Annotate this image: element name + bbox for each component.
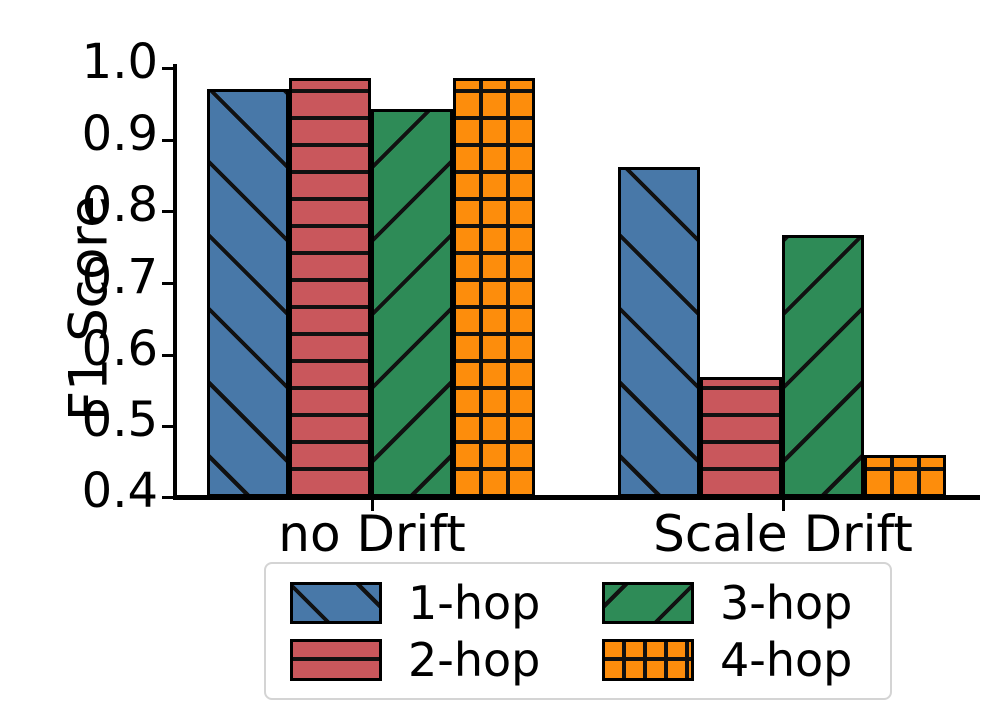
- bar-no-drift-4hop[interactable]: [453, 77, 535, 497]
- y-tick-label-0-5: 0.5: [81, 392, 158, 448]
- y-tick-label-1-0: 1.0: [81, 34, 158, 90]
- bar-scale-drift-1hop[interactable]: [618, 167, 700, 497]
- legend-swatch-3hop-icon: [602, 581, 694, 624]
- x-tick-label-no-drift: no Drift: [278, 505, 466, 563]
- bar-scale-drift-3hop[interactable]: [782, 234, 864, 497]
- bar-scale-drift-2hop[interactable]: [700, 377, 782, 497]
- legend-swatch-4hop-icon: [602, 638, 694, 681]
- legend-label-2hop: 2-hop: [408, 632, 541, 687]
- legend-item-3hop[interactable]: 3-hop: [578, 576, 890, 630]
- x-tick-no-drift: [371, 500, 374, 511]
- y-tick-label-0-8: 0.8: [81, 177, 158, 233]
- legend-item-2hop[interactable]: 2-hop: [266, 633, 578, 687]
- x-tick-label-scale-drift: Scale Drift: [653, 505, 913, 563]
- y-axis-spine: [173, 64, 177, 500]
- legend-swatch-2hop-icon: [290, 638, 382, 681]
- bar-no-drift-3hop[interactable]: [371, 109, 453, 497]
- legend-item-4hop[interactable]: 4-hop: [578, 633, 890, 687]
- legend-label-4hop: 4-hop: [720, 632, 853, 687]
- y-tick-0-6: [162, 354, 174, 357]
- legend: 1-hop 3-hop 2-hop 4-hop: [264, 562, 892, 700]
- bar-scale-drift-4hop[interactable]: [864, 454, 946, 497]
- bar-no-drift-1hop[interactable]: [207, 88, 289, 497]
- legend-label-1hop: 1-hop: [408, 575, 541, 630]
- plot-area: [175, 67, 980, 497]
- y-tick-1-0: [162, 67, 174, 70]
- y-tick-0-8: [162, 210, 174, 213]
- x-axis-spine: [173, 495, 980, 500]
- y-tick-0-5: [162, 425, 174, 428]
- y-tick-0-4: [162, 496, 174, 499]
- y-tick-label-0-6: 0.6: [81, 321, 158, 377]
- y-tick-0-9: [162, 139, 174, 142]
- y-tick-label-0-9: 0.9: [81, 106, 158, 162]
- y-tick-0-7: [162, 282, 174, 285]
- legend-label-3hop: 3-hop: [720, 575, 853, 630]
- legend-item-1hop[interactable]: 1-hop: [266, 576, 578, 630]
- bar-no-drift-2hop[interactable]: [289, 77, 371, 497]
- legend-swatch-1hop-icon: [290, 581, 382, 624]
- y-tick-label-0-7: 0.7: [81, 249, 158, 305]
- y-tick-label-0-4: 0.4: [81, 463, 158, 519]
- x-tick-scale-drift: [782, 500, 785, 511]
